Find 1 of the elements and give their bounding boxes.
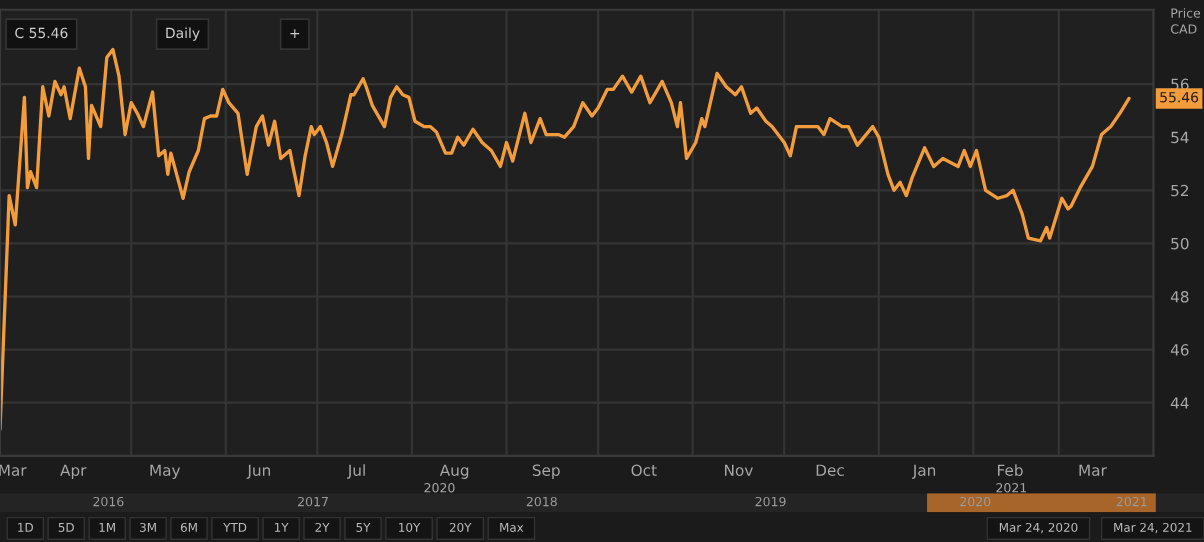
- line-series: [0, 47, 1131, 431]
